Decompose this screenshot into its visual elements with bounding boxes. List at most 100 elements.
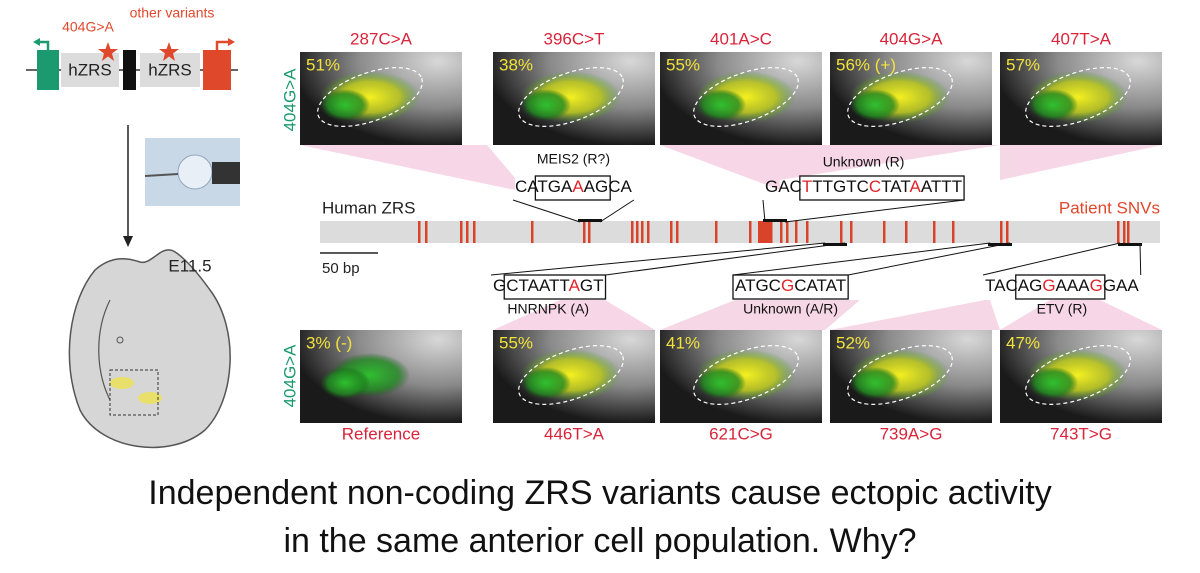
- sequence-part: TTGTC: [812, 177, 869, 196]
- sequence: TACAGGAAAGGAA: [985, 276, 1139, 295]
- factor-label: Unknown (A/R): [743, 301, 838, 317]
- activity-label: 47%: [1006, 333, 1040, 352]
- panel: 55% 446T>A: [493, 330, 655, 443]
- sequence-part: GAC: [765, 177, 802, 196]
- sequence-part: G: [781, 276, 794, 295]
- construct-schematic: [26, 38, 240, 449]
- signal: [320, 89, 370, 121]
- snv-tick: [850, 221, 853, 243]
- region-outline: [1025, 345, 1131, 405]
- stage-label: E11.5: [168, 256, 211, 275]
- others-label: other variants: [130, 5, 215, 21]
- sequence-part: CTAATT: [506, 276, 569, 295]
- motif-box: [503, 274, 607, 300]
- site-connector: [599, 199, 635, 223]
- site-connector: [512, 199, 581, 223]
- panel: 51% 287C>A: [300, 29, 462, 145]
- enhancer-label: hZRS: [148, 60, 191, 79]
- row-label: 404G>A: [280, 344, 299, 408]
- snv-tick: [715, 221, 718, 243]
- motif-box: [732, 274, 849, 300]
- scale-label: 50 bp: [322, 260, 360, 277]
- region-outline: [693, 67, 799, 127]
- zrs-name: Human ZRS: [322, 198, 416, 217]
- region-outline: [847, 67, 953, 127]
- factor-label: HNRNPK (A): [507, 301, 589, 317]
- snv-tick: [466, 221, 469, 243]
- factor-label: MEIS2 (R?): [537, 151, 610, 167]
- region-outline: [1025, 67, 1131, 127]
- motif-box: [1015, 274, 1106, 300]
- sequence-part: ATGC: [735, 276, 781, 295]
- region-outline: [317, 67, 423, 127]
- signal: [320, 367, 370, 399]
- variant-label: 739A>G: [880, 424, 943, 443]
- panel: 55% 401A>C: [660, 29, 822, 145]
- snv-tick: [588, 221, 591, 243]
- snv-tick: [795, 221, 798, 243]
- site-connector: [784, 199, 965, 223]
- snv-tick: [676, 221, 679, 243]
- sequence: CATGAAAGCA: [515, 177, 632, 196]
- snv-tick: [531, 221, 534, 243]
- snv-tick: [418, 221, 421, 243]
- signal: [696, 89, 746, 121]
- sequence-part: CA: [608, 177, 632, 196]
- sequence-part: C: [869, 177, 881, 196]
- site-mark: [1118, 243, 1142, 246]
- snv-tick: [806, 221, 809, 243]
- activity-label: 41%: [666, 333, 700, 352]
- snv-tick: [641, 221, 644, 243]
- sequence-part: T: [802, 177, 812, 196]
- variant-label: 743T>G: [1050, 424, 1112, 443]
- sequence-part: G: [1042, 276, 1055, 295]
- site-connector: [982, 242, 1121, 276]
- zrs-bar: [320, 221, 1160, 243]
- region-outline: [693, 345, 799, 405]
- snv-tick: [425, 221, 428, 243]
- region-outline: [518, 67, 624, 127]
- factor-label: Unknown (R): [823, 154, 905, 170]
- signal: [696, 367, 746, 399]
- sequence-part: AG: [1018, 276, 1043, 295]
- variant-label: 407T>A: [1051, 29, 1112, 48]
- snv-tick: [1123, 221, 1126, 243]
- variant-label: 621C>G: [709, 424, 773, 443]
- site-connector: [732, 242, 991, 276]
- site-mark: [578, 219, 602, 222]
- snv-tick: [473, 221, 476, 243]
- sequence-part: AAA: [1056, 276, 1091, 295]
- sequence-part: A: [572, 177, 584, 196]
- snv-tick: [460, 221, 463, 243]
- caption-line: Independent non-coding ZRS variants caus…: [148, 474, 1051, 512]
- signal: [850, 367, 900, 399]
- snv-tick: [1006, 221, 1009, 243]
- panel: 56% (+) 404G>A: [830, 29, 992, 145]
- region-outline: [518, 345, 624, 405]
- activity-label: 52%: [836, 333, 870, 352]
- panel: 52% 739A>G: [830, 330, 992, 443]
- snv-tick: [952, 221, 955, 243]
- snv-tick: [1000, 221, 1003, 243]
- sequence-part: TAC: [985, 276, 1018, 295]
- signal: [850, 89, 900, 121]
- region-outline: [847, 345, 953, 405]
- connector-fans: [300, 145, 1162, 330]
- variant-label: 404G>A: [880, 29, 944, 48]
- site-connector: [605, 242, 846, 276]
- site-mark: [763, 219, 787, 222]
- snv-tick: [840, 221, 843, 243]
- site-connector: [762, 199, 766, 223]
- sequence-part: GAA: [1103, 276, 1140, 295]
- panel: 38% 396C>T: [493, 29, 655, 145]
- signal: [1028, 89, 1078, 121]
- activity-label: 38%: [499, 55, 533, 74]
- snv-label: Patient SNVs: [1059, 198, 1160, 217]
- snv-tick: [749, 221, 752, 243]
- site-mark: [823, 243, 847, 246]
- snv-tick: [583, 221, 586, 243]
- snv-tick: [631, 221, 634, 243]
- enhancer-label: hZRS: [68, 60, 111, 79]
